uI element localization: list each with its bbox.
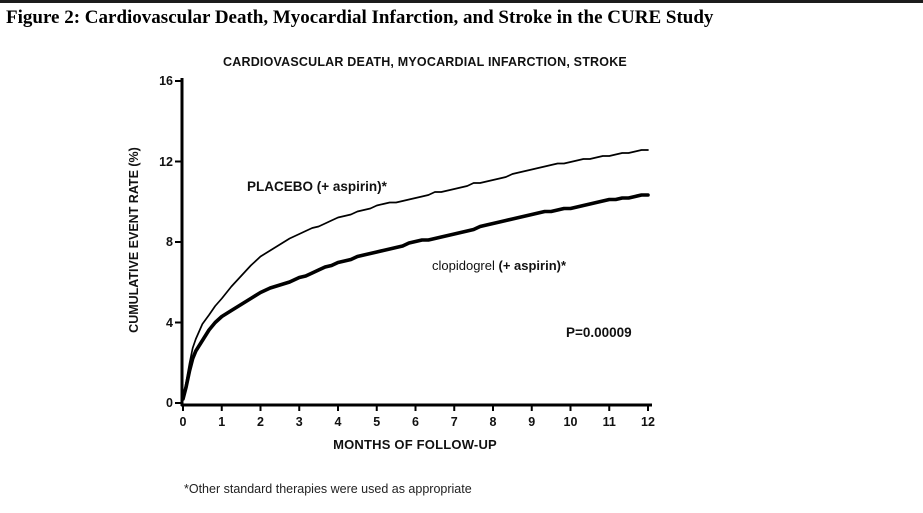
clopidogrel-series-name: clopidogrel: [432, 258, 495, 273]
x-tick-label: 2: [257, 415, 264, 429]
clopidogrel-series-label: clopidogrel (+ aspirin)*: [428, 256, 577, 295]
x-tick-label: 3: [295, 415, 303, 429]
clopidogrel-curve: [181, 193, 650, 401]
x-tick-label: 7: [450, 415, 458, 429]
y-tick-label: 12: [159, 154, 173, 169]
x-tick-label: 0: [179, 415, 187, 429]
p-value-annotation: P=0.00009: [566, 325, 632, 340]
figure-title: Figure 2: Cardiovascular Death, Myocardi…: [6, 7, 714, 28]
x-tick-label: 4: [334, 415, 342, 429]
y-tick-label: 0: [166, 396, 173, 410]
x-tick-label: 5: [373, 415, 381, 429]
y-tick-label: 8: [166, 235, 173, 249]
x-axis-title: MONTHS OF FOLLOW-UP: [333, 437, 497, 452]
clopidogrel-series-suffix: (+ aspirin)*: [494, 258, 567, 273]
page-top-border: [0, 0, 923, 3]
footnote: *Other standard therapies were used as a…: [184, 482, 472, 496]
y-tick-label: 4: [166, 315, 173, 330]
x-tick-label: 10: [563, 415, 578, 429]
x-tick-label: 9: [528, 415, 536, 429]
y-tick-label: 16: [159, 74, 173, 88]
x-tick-label: 6: [412, 415, 419, 429]
placebo-series-label: PLACEBO (+ aspirin)*: [247, 179, 387, 194]
x-tick-label: 8: [489, 415, 497, 429]
chart-title: CARDIOVASCULAR DEATH, MYOCARDIAL INFARCT…: [223, 55, 627, 69]
x-tick-label: 12: [641, 415, 655, 429]
x-tick-label: 11: [602, 415, 616, 429]
placebo-curve: [182, 149, 649, 400]
x-tick-label: 1: [218, 415, 226, 429]
